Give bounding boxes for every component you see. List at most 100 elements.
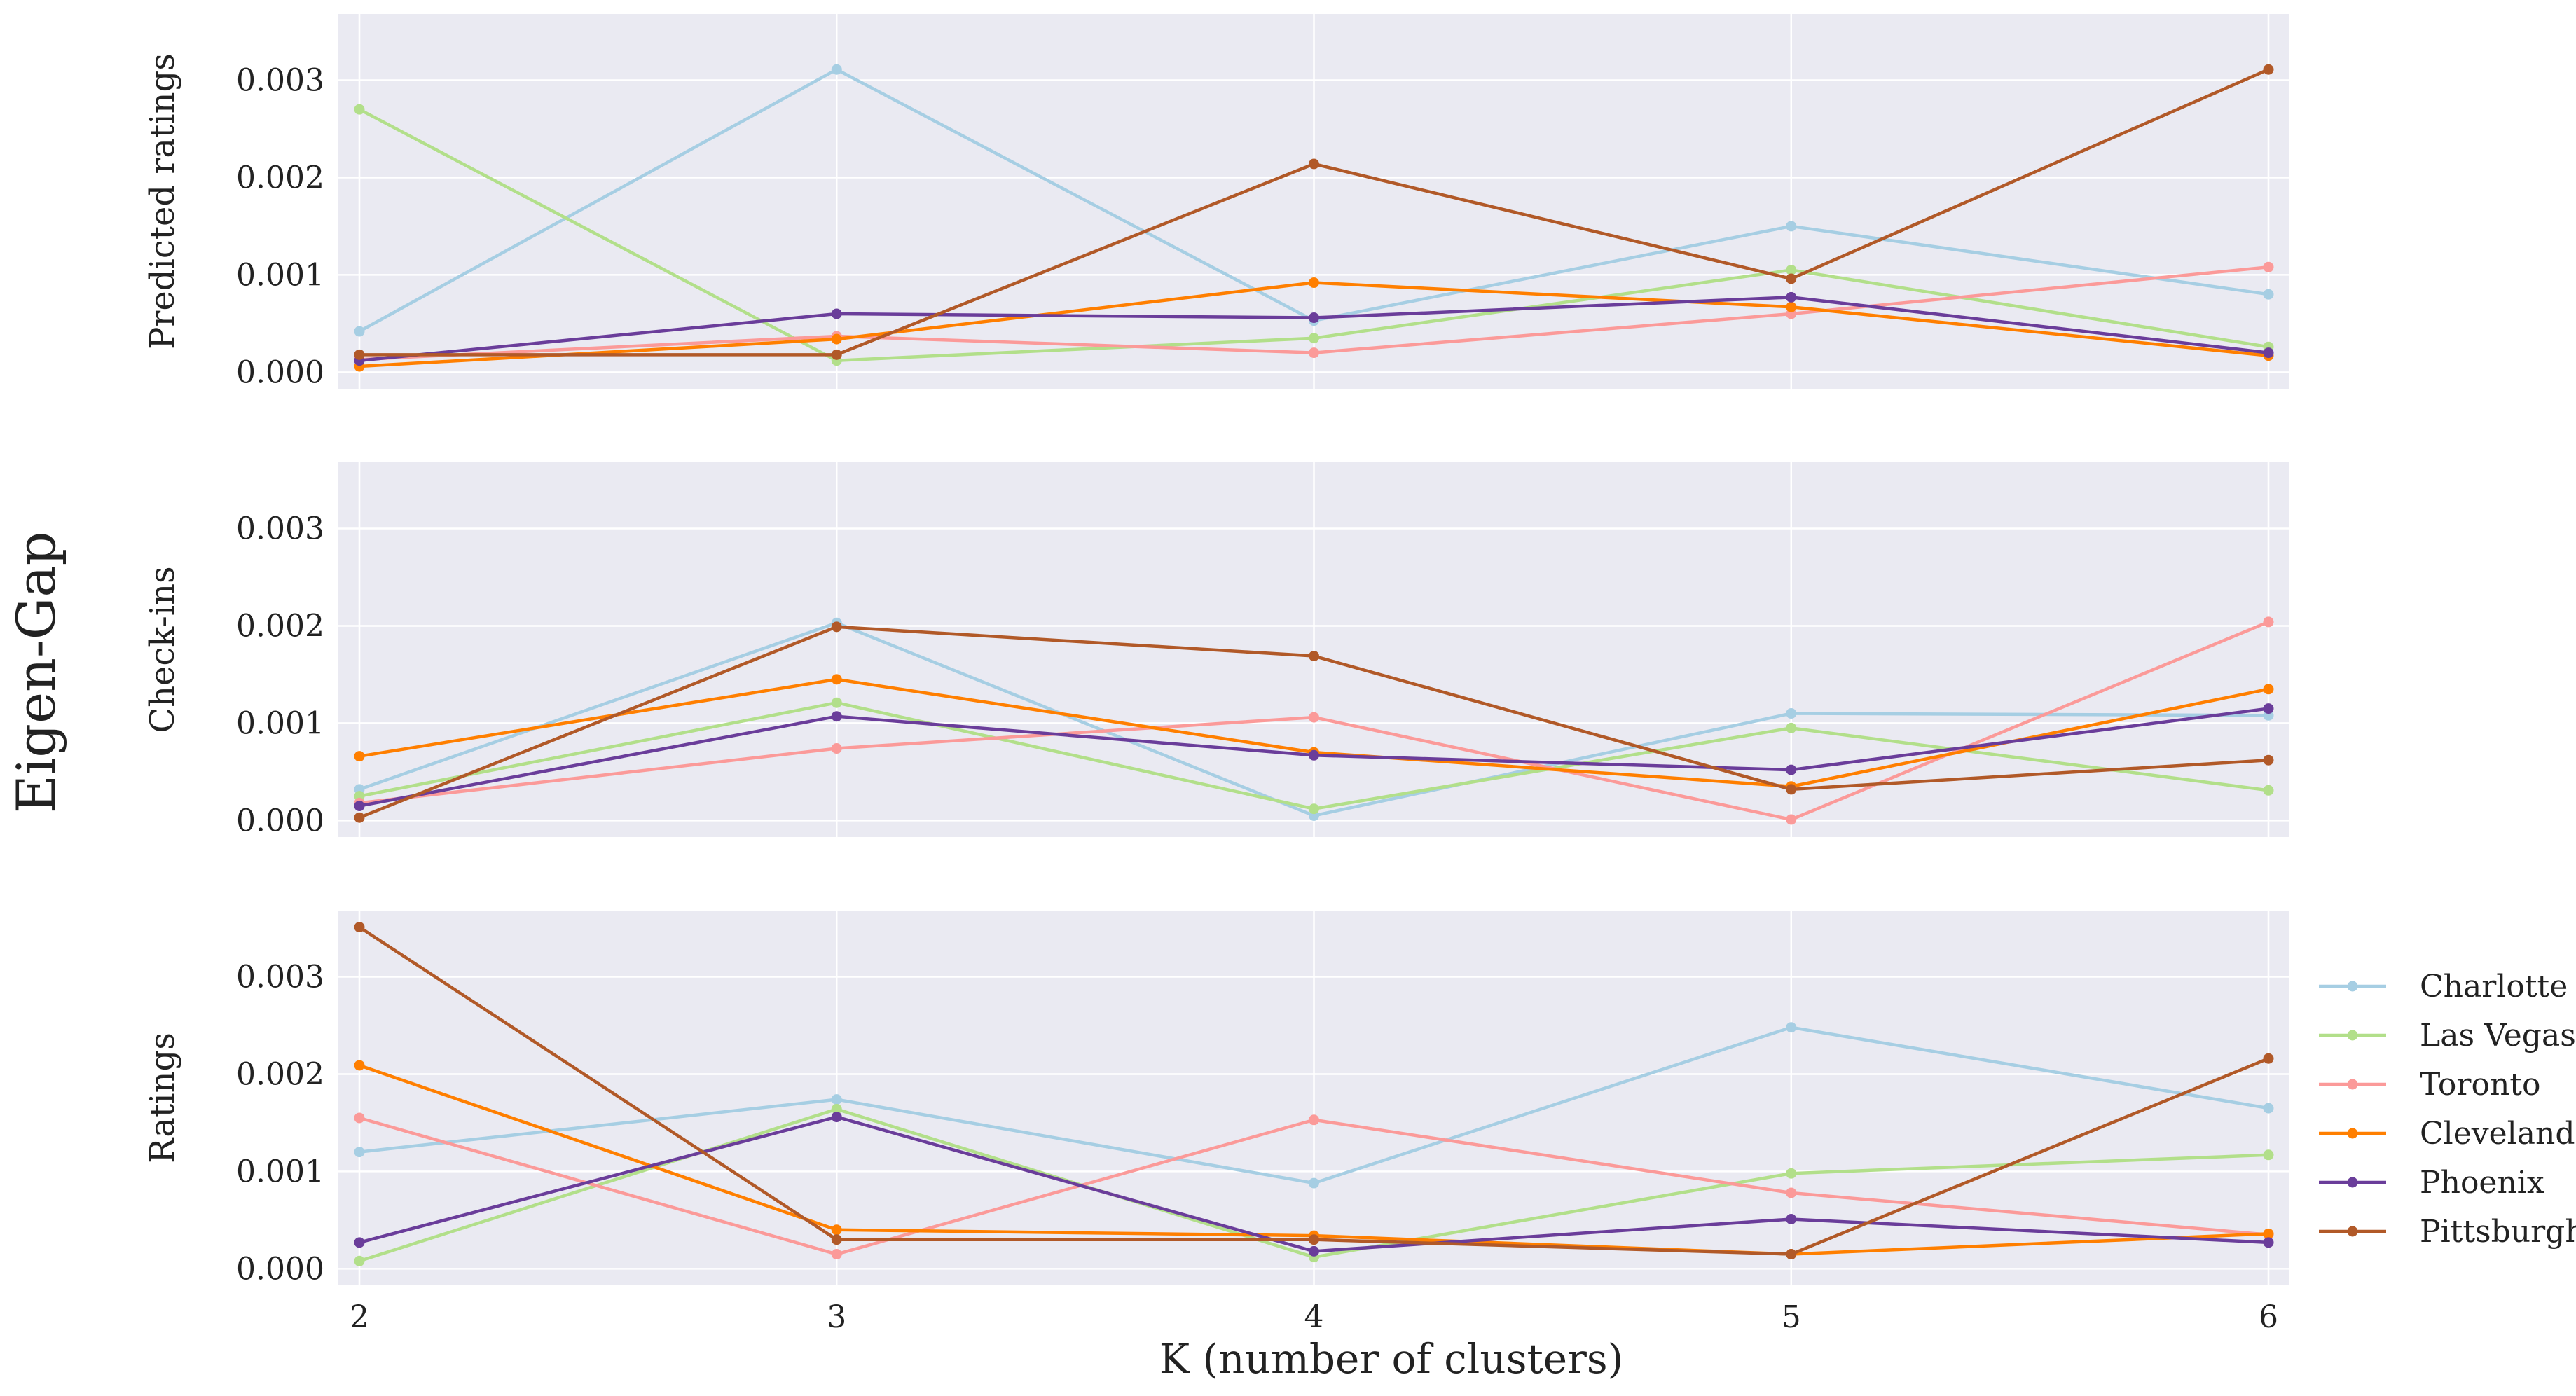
data-point: [354, 1112, 365, 1124]
data-point: [2263, 785, 2274, 796]
legend-entry-cleveland: Cleveland: [2319, 1116, 2575, 1152]
data-point: [354, 922, 365, 933]
data-point: [831, 333, 842, 345]
series-charlotte: [354, 1022, 2274, 1189]
y-tick-label: 0.003: [236, 62, 324, 98]
data-point: [354, 801, 365, 812]
panel-predicted-ratings: 0.000 0.001 0.002 0.003 Predicted ratings: [143, 14, 2289, 390]
data-point: [831, 308, 842, 319]
data-point: [354, 1060, 365, 1071]
y-tick-label: 0.001: [236, 257, 324, 293]
panel-y-label: Predicted ratings: [143, 53, 182, 350]
y-tick-label: 0.000: [236, 1251, 324, 1287]
legend-label: Cleveland: [2420, 1116, 2575, 1152]
legend-marker: [2347, 1030, 2358, 1041]
series-cleveland: [354, 277, 2274, 372]
data-point: [831, 1234, 842, 1245]
data-point: [2263, 64, 2274, 75]
data-point: [354, 812, 365, 823]
x-tick-label: 3: [827, 1299, 846, 1335]
data-point: [831, 1094, 842, 1105]
data-point: [354, 1147, 365, 1158]
legend-marker: [2347, 1226, 2358, 1237]
data-point: [354, 1237, 365, 1248]
series-pittsburgh: [354, 621, 2274, 823]
panel-ratings: 2 3 4 5 6 0.000 0.001 0.002 0.003 Ratings: [143, 911, 2289, 1335]
legend-entry-charlotte: Charlotte: [2319, 969, 2568, 1004]
data-point: [1786, 1022, 1797, 1033]
legend-entry-las-vegas: Las Vegas: [2319, 1018, 2576, 1053]
data-point: [1786, 221, 1797, 232]
data-point: [354, 104, 365, 115]
y-tick-label: 0.003: [236, 511, 324, 546]
data-point: [831, 349, 842, 360]
data-point: [1309, 749, 1319, 761]
legend-label: Phoenix: [2420, 1165, 2544, 1201]
x-tick-label: 4: [1304, 1299, 1324, 1335]
data-point: [1309, 333, 1319, 344]
legend-marker: [2347, 1079, 2358, 1090]
data-point: [1309, 1114, 1319, 1126]
series-phoenix: [354, 291, 2274, 366]
y-tick-label: 0.000: [236, 354, 324, 390]
y-tick-label: 0.000: [236, 803, 324, 838]
data-point: [2263, 1053, 2274, 1064]
y-tick-label: 0.003: [236, 959, 324, 995]
data-point: [1786, 1249, 1797, 1260]
y-tick-label: 0.001: [236, 705, 324, 741]
panel-y-label: Ratings: [143, 1032, 182, 1163]
panel-y-label: Check-ins: [143, 566, 182, 733]
data-point: [831, 621, 842, 633]
legend-label: Toronto: [2420, 1067, 2540, 1103]
data-point: [831, 743, 842, 754]
data-point: [1309, 1234, 1319, 1245]
y-tick-label: 0.002: [236, 608, 324, 644]
data-point: [1786, 1168, 1797, 1179]
x-axis-label: K (number of clusters): [1159, 1335, 1623, 1383]
data-point: [1309, 1245, 1319, 1257]
figure-y-label: Eigen-Gap: [5, 532, 67, 814]
data-point: [2263, 261, 2274, 272]
data-point: [2263, 1149, 2274, 1161]
data-point: [1309, 712, 1319, 723]
legend: Charlotte Las Vegas Toronto Cleveland Phoeni…: [2319, 969, 2576, 1250]
data-point: [2263, 1103, 2274, 1114]
data-point: [831, 1224, 842, 1236]
data-point: [2263, 703, 2274, 714]
legend-label: Las Vegas: [2420, 1018, 2576, 1053]
legend-marker: [2347, 1128, 2358, 1139]
data-point: [2263, 289, 2274, 300]
data-point: [831, 1249, 842, 1260]
data-point: [831, 64, 842, 75]
data-point: [354, 326, 365, 337]
data-point: [831, 697, 842, 708]
legend-label: Pittsburgh: [2420, 1214, 2576, 1250]
legend-label: Charlotte: [2420, 969, 2568, 1004]
y-tick-label: 0.002: [236, 160, 324, 195]
legend-marker: [2347, 981, 2358, 992]
data-point: [1786, 722, 1797, 733]
legend-entry-phoenix: Phoenix: [2319, 1165, 2544, 1201]
data-point: [1786, 273, 1797, 284]
data-point: [831, 1112, 842, 1123]
y-tick-label: 0.001: [236, 1154, 324, 1189]
legend-entry-toronto: Toronto: [2319, 1067, 2540, 1103]
data-point: [2263, 616, 2274, 628]
data-point: [1309, 803, 1319, 815]
data-point: [1786, 291, 1797, 303]
data-point: [2263, 684, 2274, 695]
y-tick-label: 0.002: [236, 1056, 324, 1092]
x-tick-label: 5: [1782, 1299, 1801, 1335]
x-tick-label: 6: [2259, 1299, 2278, 1335]
data-point: [1309, 651, 1319, 662]
data-point: [1786, 264, 1797, 275]
series-phoenix: [354, 703, 2274, 812]
x-tick-label: 2: [350, 1299, 369, 1335]
data-point: [831, 674, 842, 685]
data-point: [1309, 277, 1319, 289]
legend-marker: [2347, 1177, 2358, 1188]
series-pittsburgh: [354, 64, 2274, 360]
data-point: [1786, 1214, 1797, 1225]
